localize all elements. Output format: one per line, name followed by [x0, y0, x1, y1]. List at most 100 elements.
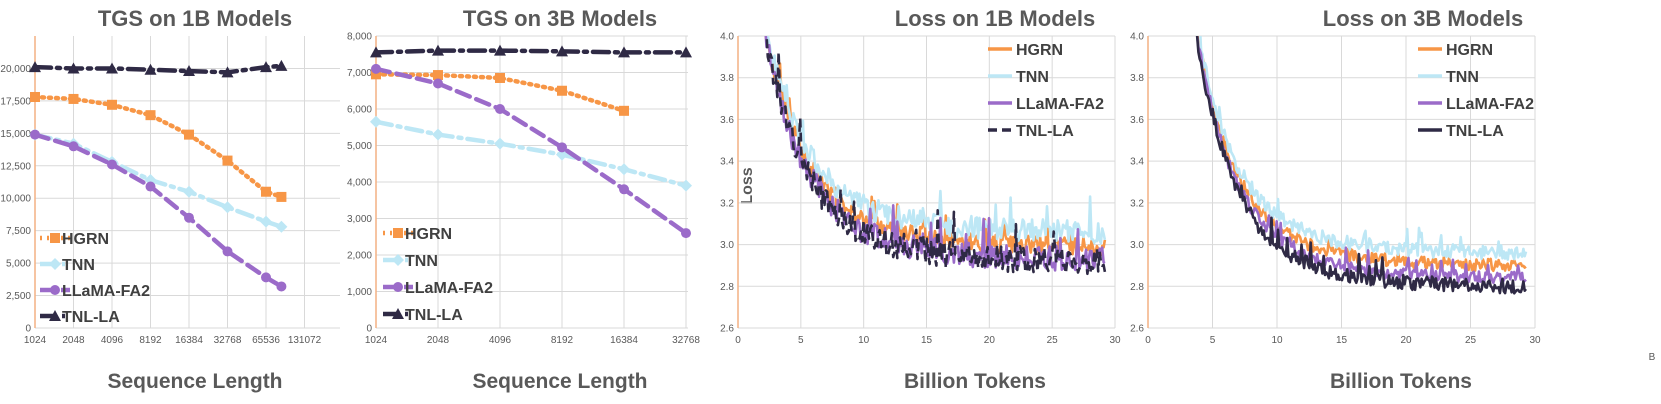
x-tick-label: 1024 [24, 335, 47, 346]
legend-label: TNL-LA [1016, 123, 1074, 140]
data-point [145, 110, 156, 121]
series-tnn [373, 119, 689, 188]
data-point [370, 46, 382, 58]
data-point [221, 201, 234, 214]
series-line [373, 48, 689, 55]
data-point [275, 220, 288, 233]
y-tick-label: 20,000 [0, 64, 31, 75]
y-tick-label: 3,000 [347, 214, 372, 225]
data-point [556, 45, 568, 57]
data-point [260, 61, 272, 73]
data-point [222, 155, 233, 166]
y-tick-label: 2.8 [1130, 282, 1144, 293]
y-tick-label: 4.0 [1130, 32, 1144, 43]
x-tick-label: 16384 [175, 335, 203, 346]
series-line [32, 132, 284, 289]
y-tick-label: 3.4 [1130, 157, 1144, 168]
x-tick-label: 15 [1336, 335, 1348, 346]
x-tick-label: 1024 [365, 335, 388, 346]
y-axis-label: Loss [739, 167, 756, 204]
y-tick-label: 2.8 [720, 282, 734, 293]
series-line [32, 94, 284, 200]
y-tick-label: 3.4 [720, 157, 734, 168]
x-axis-label: Sequence Length [472, 370, 647, 393]
y-tick-label: 15,000 [0, 129, 31, 140]
data-point [221, 66, 234, 78]
legend-marker [392, 254, 404, 266]
legend-label: TNN [1446, 69, 1479, 86]
y-tick-label: 8,000 [347, 32, 372, 43]
data-point [260, 215, 272, 228]
data-point [107, 159, 117, 170]
x-tick-label: 4096 [489, 335, 512, 346]
data-point [371, 69, 381, 80]
data-point [67, 62, 80, 74]
legend-label: LLaMA-FA2 [1446, 96, 1534, 113]
legend-label: LLaMA-FA2 [62, 283, 150, 300]
data-point [370, 115, 382, 128]
x-tick-label: 15 [921, 335, 933, 346]
data-point [618, 46, 630, 58]
chart-tgs-1b: TGS on 1B Models Sequence Length 0 2,500 5… [0, 6, 340, 393]
series-line [32, 63, 284, 75]
data-point [557, 85, 567, 96]
data-point [495, 104, 505, 114]
y-tick-label: 3.2 [720, 198, 734, 209]
y-tick-label: 10,000 [0, 194, 31, 205]
legend-marker [393, 228, 403, 238]
data-point [184, 129, 194, 140]
x-tick-label: 25 [1465, 335, 1477, 346]
series-line [32, 132, 284, 230]
x-tick-label: 0 [1145, 335, 1151, 346]
x-tick-label: 32768 [672, 335, 700, 346]
chart-tgs-3b: TGS on 3B Models Sequence Length 0 1,000 2… [347, 6, 700, 393]
curves [764, 36, 1107, 276]
data-point [30, 91, 40, 102]
data-point [276, 281, 287, 292]
y-tick-label: 7,000 [347, 68, 372, 79]
data-point [106, 62, 118, 74]
data-point [144, 63, 157, 75]
y-tick-label: 2.6 [1130, 324, 1144, 335]
series-line [373, 119, 689, 188]
x-tick-label: 2048 [427, 335, 450, 346]
y-tick-label: 1,000 [347, 287, 372, 298]
legend-marker [50, 285, 60, 295]
data-point [619, 184, 629, 195]
legend-label: HGRN [1446, 42, 1493, 59]
chart-title: TGS on 3B Models [463, 6, 657, 31]
x-tick-label: 131072 [288, 335, 322, 346]
x-tick-label: 30 [1529, 335, 1541, 346]
y-tick-label: 3.6 [1130, 115, 1144, 126]
data-point [681, 228, 691, 239]
y-tick-label: 12,500 [0, 161, 31, 172]
series-tnl-la [373, 48, 689, 55]
data-point [222, 246, 233, 257]
x-tick-label: 30 [1109, 335, 1121, 346]
series-hgrn [1196, 36, 1527, 273]
data-point [680, 46, 692, 58]
x-tick-label: 16384 [610, 335, 638, 346]
data-point [432, 44, 444, 56]
data-point [432, 128, 444, 141]
legend-marker [49, 310, 61, 321]
chart-loss-1b: Loss on 1B Models Billion Tokens Loss 2.… [720, 6, 1121, 393]
data-point [29, 61, 41, 73]
series-tnl-la [1195, 36, 1528, 295]
y-tick-label: 5,000 [347, 141, 372, 152]
legend-label: HGRN [405, 226, 452, 243]
x-tick-label: 20 [984, 335, 996, 346]
x-tick-label: 20 [1400, 335, 1412, 346]
x-tick-label: 8192 [551, 335, 574, 346]
y-tick-label: 4.0 [720, 32, 734, 43]
x-tick-label: 25 [1047, 335, 1059, 346]
data-point [184, 212, 194, 223]
data-point [183, 185, 195, 198]
series-hgrn [32, 94, 284, 200]
data-point [618, 163, 630, 176]
data-point [275, 59, 288, 71]
y-tick-label: 2,500 [6, 291, 31, 302]
legend-marker [50, 233, 60, 243]
data-point [145, 181, 156, 192]
